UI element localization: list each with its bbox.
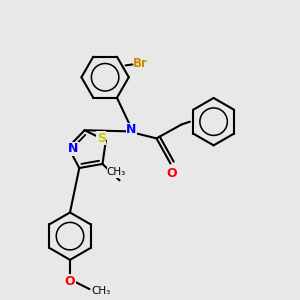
Text: N: N (126, 123, 136, 136)
Text: O: O (167, 167, 177, 180)
Text: S: S (97, 132, 106, 145)
Text: O: O (65, 275, 75, 288)
Text: Br: Br (134, 57, 148, 70)
Text: CH₃: CH₃ (107, 167, 126, 177)
Text: CH₃: CH₃ (91, 286, 110, 296)
Text: N: N (68, 142, 78, 155)
